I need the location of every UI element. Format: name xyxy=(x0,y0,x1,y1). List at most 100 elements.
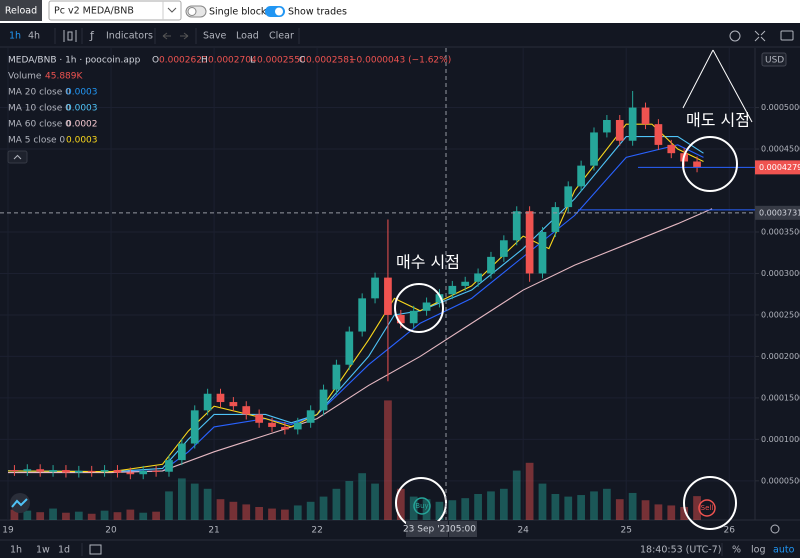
y-tick-label: 0.0000500 xyxy=(761,476,800,485)
candle-body xyxy=(345,331,354,365)
ohlc-value: 0.0002581 xyxy=(306,56,355,66)
volume-bar xyxy=(435,501,444,520)
y-tick-label: 0.0001500 xyxy=(761,393,800,402)
buy-trade-marker[interactable]: Buy xyxy=(413,497,431,515)
percent-button[interactable]: % xyxy=(732,545,741,556)
candle-body xyxy=(113,470,122,473)
candle-body xyxy=(216,393,225,403)
candle-body xyxy=(538,231,547,274)
toggle-label: Show trades xyxy=(288,7,347,18)
sell-trade-marker[interactable]: Sell xyxy=(698,499,716,517)
clear-button[interactable]: Clear xyxy=(269,31,294,42)
toggle-knob xyxy=(275,7,283,16)
load-button[interactable]: Load xyxy=(236,31,259,42)
volume-bar xyxy=(10,509,19,520)
single-blocks-toggle[interactable]: Single blocks xyxy=(185,5,271,18)
candle-body xyxy=(499,240,508,257)
volume-bar xyxy=(448,500,457,520)
volume-bar xyxy=(100,510,109,520)
ma-line xyxy=(7,208,713,474)
sell-marker xyxy=(698,499,716,517)
screenshot-icon[interactable] xyxy=(780,30,794,41)
ma-legend-value: 0.0002 xyxy=(66,120,98,130)
collapse-button[interactable] xyxy=(7,150,28,164)
y-tick-label: 0.0001000 xyxy=(761,435,800,444)
ma-legend-value: 0.0003 xyxy=(66,104,98,114)
candle-body xyxy=(10,470,19,472)
volume-bar xyxy=(512,470,521,520)
candle-body xyxy=(268,422,276,427)
volume-bar xyxy=(319,496,328,520)
candle-body xyxy=(139,470,148,475)
clock: 18:40:53 (UTC-7) xyxy=(640,545,721,556)
save-button[interactable]: Save xyxy=(203,31,226,42)
range-button[interactable]: 1w xyxy=(36,545,50,556)
volume-bar xyxy=(177,478,186,520)
volume-bar xyxy=(293,505,302,520)
reload-button[interactable]: Reload xyxy=(0,0,42,21)
candle-body xyxy=(448,285,457,295)
collapse-arrow xyxy=(13,154,22,160)
volume-bar xyxy=(525,462,534,520)
arrow-lines xyxy=(682,49,753,123)
log-button[interactable]: log xyxy=(751,545,765,556)
ohlc-key: C xyxy=(299,56,305,66)
candle-body xyxy=(551,207,560,232)
goto-icon[interactable] xyxy=(89,544,102,555)
legend: MEDA/BNB · 1h · poocoin.app −0.0000043 (… xyxy=(7,56,451,164)
currency-button[interactable]: USD xyxy=(761,52,787,67)
undo-redo-icons[interactable] xyxy=(162,32,189,40)
chart-type-icon[interactable] xyxy=(63,30,77,42)
volume-bar xyxy=(268,508,276,520)
settings-icon[interactable] xyxy=(729,30,741,42)
candle-body xyxy=(396,314,405,324)
volume-bar xyxy=(564,496,573,520)
volume-bar xyxy=(590,491,598,520)
candle-body xyxy=(255,414,264,423)
ma-legend-name: MA 5 close 0 xyxy=(8,136,65,146)
volume-bar xyxy=(345,481,354,520)
candle-body xyxy=(564,186,573,208)
candle-body xyxy=(371,277,379,299)
volume-bar xyxy=(229,501,238,520)
candle-body xyxy=(654,124,663,145)
volume-bar xyxy=(551,494,560,520)
auto-button[interactable]: auto xyxy=(773,545,795,556)
volume-bar xyxy=(577,495,585,520)
interval-button[interactable]: 4h xyxy=(28,31,40,42)
interval-button[interactable]: 1h xyxy=(9,31,21,42)
indicators-button[interactable]: Indicators xyxy=(106,31,153,42)
volume-bar xyxy=(461,498,470,520)
candle-body xyxy=(525,211,534,274)
select-box xyxy=(48,0,182,21)
fx-icon: ƒ xyxy=(89,29,95,42)
pair-select[interactable]: Pc v2 MEDA/BNB xyxy=(48,0,182,21)
range-button[interactable]: 1h xyxy=(10,545,22,556)
range-button[interactable]: 1d xyxy=(58,545,70,556)
chart-title: MEDA/BNB · 1h · poocoin.app xyxy=(8,56,141,66)
x-tick-label: 22 xyxy=(311,526,322,536)
x-tick-label: 19 xyxy=(2,526,14,536)
volume-bar xyxy=(641,500,650,520)
fullscreen-icon[interactable] xyxy=(754,30,766,42)
x-tick-label: 26 xyxy=(724,526,736,536)
candle-body xyxy=(384,277,392,315)
ohlc-value: 0.0002623 xyxy=(159,56,208,66)
volume-bar xyxy=(255,507,264,520)
y-tick-label: 0.0004500 xyxy=(761,145,800,154)
candle-body xyxy=(603,120,611,133)
candle-body xyxy=(74,470,83,473)
volume-bar xyxy=(126,509,135,520)
volume-bar xyxy=(87,513,96,520)
select-label: Pc v2 MEDA/BNB xyxy=(54,6,134,17)
reload-bg xyxy=(0,0,42,21)
volume-bar xyxy=(358,473,367,520)
toggle-label: Single blocks xyxy=(209,7,271,18)
toggle-knob xyxy=(187,7,197,16)
buy-annotation: 매수 시점 xyxy=(396,253,460,272)
axis-settings-icon[interactable] xyxy=(770,524,780,534)
bottom-bar: 1h 1w 1d 18:40:53 (UTC-7) % log auto xyxy=(10,543,795,556)
show-trades-toggle[interactable]: Show trades xyxy=(265,6,347,18)
ma-legend-value: 0.0003 xyxy=(66,136,98,146)
